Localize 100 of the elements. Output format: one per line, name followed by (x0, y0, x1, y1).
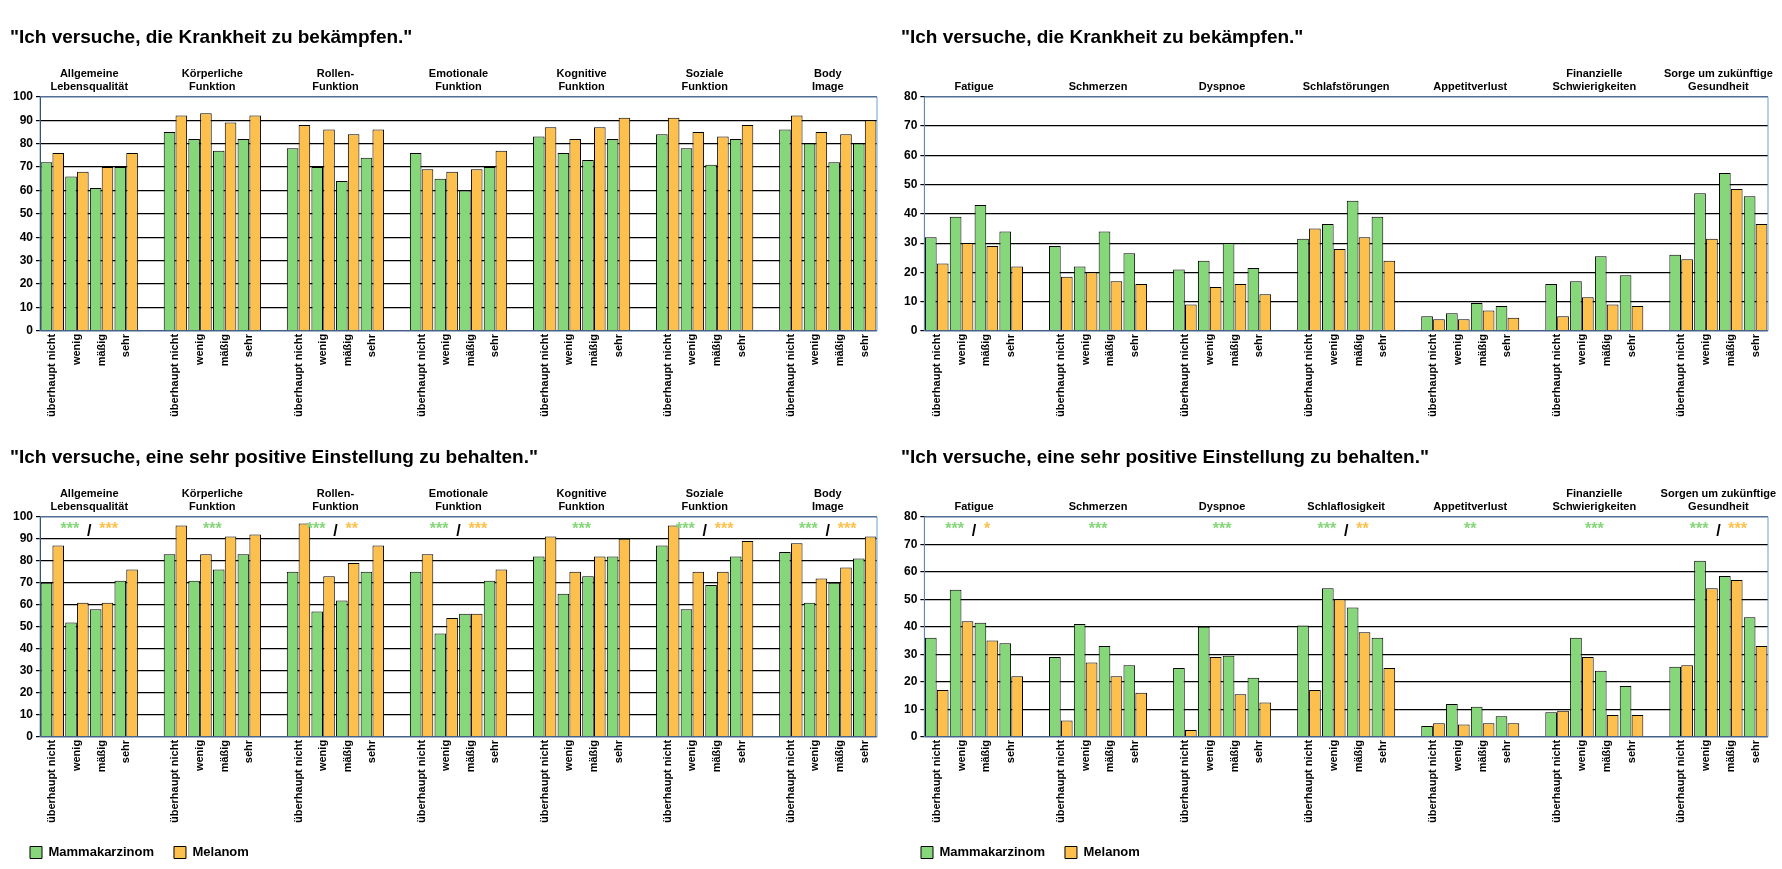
text: Schlafstörungen (1302, 80, 1390, 93)
x-tick-label: mäßig (94, 333, 107, 367)
text: Sorgen um zukünftige Gesundheit (1660, 487, 1777, 513)
x-tick-label: überhaupt nicht (929, 739, 942, 823)
y-tick-label: 30 (903, 235, 918, 250)
x-tick-label: wenig (316, 739, 329, 773)
y-tick-label: 40 (19, 641, 34, 656)
x-tick-label: mäßig (1351, 333, 1364, 367)
x-tick-label: sehr (1004, 739, 1017, 764)
text: *** / *** (1689, 520, 1748, 540)
y-tick-label: 10 (19, 299, 34, 314)
x-tick-label: wenig (1450, 333, 1463, 367)
x-tick-label: wenig (69, 739, 82, 773)
text: Schlaflosigkeit (1307, 500, 1386, 513)
y-tick-label: 0 (910, 323, 918, 338)
y-tick-label: 50 (19, 619, 34, 634)
x-tick-label: überhaupt nicht (168, 739, 181, 823)
text: Rollen- Funktion (312, 67, 359, 93)
x-tick-label: mäßig (1723, 739, 1736, 773)
y-tick-label: 70 (19, 575, 34, 590)
chart-title: "Ich versuche, die Krankheit zu bekämpfen." (901, 25, 1304, 47)
x-tick-label: mäßig (710, 739, 723, 773)
x-tick-label: überhaupt nicht (1674, 333, 1687, 417)
x-tick-label: wenig (954, 739, 967, 773)
x-tick-label: sehr (488, 739, 501, 764)
text: Fatigue (954, 80, 994, 93)
x-tick-label: überhaupt nicht (1550, 333, 1563, 417)
x-tick-label: wenig (1699, 333, 1711, 367)
text: Kognitive Funktion (556, 487, 607, 513)
annotation: *** (1088, 520, 1109, 538)
x-tick-label: sehr (242, 739, 255, 764)
x-tick-label: mäßig (1351, 739, 1364, 773)
y-tick-label: 60 (903, 147, 918, 162)
x-tick-label: sehr (1004, 333, 1017, 358)
x-tick-label: sehr (242, 333, 255, 358)
legend-label: Mammakarzinom (939, 844, 1045, 860)
x-tick-label: sehr (119, 333, 132, 358)
x-tick-label: mäßig (1599, 333, 1612, 367)
x-tick-label: mäßig (217, 739, 230, 773)
x-tick-label: wenig (193, 333, 206, 367)
y-tick-label: 100 (12, 509, 34, 524)
x-tick-label: überhaupt nicht (1426, 333, 1439, 417)
y-tick-label: 40 (903, 206, 918, 221)
text: Körperliche Funktion (181, 67, 243, 93)
x-tick-label: wenig (1078, 739, 1091, 773)
text: Body Image (811, 487, 844, 513)
y-tick-label: 70 (19, 159, 34, 174)
x-tick-label: sehr (1376, 333, 1389, 358)
y-tick-label: 0 (26, 729, 34, 744)
x-tick-label: wenig (685, 739, 698, 773)
x-tick-label: sehr (611, 333, 624, 358)
x-tick-label: sehr (611, 739, 624, 764)
x-tick-label: überhaupt nicht (783, 333, 796, 417)
annotation: *** / ** (1317, 520, 1370, 540)
x-tick-label: mäßig (710, 333, 723, 367)
annotation: *** (99, 520, 119, 538)
x-tick-label: sehr (1624, 333, 1637, 358)
text: *** / *** (675, 520, 734, 540)
text: *** (572, 520, 591, 538)
x-tick-label: wenig (954, 333, 967, 367)
x-tick-label: überhaupt nicht (45, 333, 58, 417)
x-tick-label: sehr (1128, 739, 1141, 764)
x-tick-label: mäßig (1103, 333, 1116, 367)
y-tick-label: 80 (19, 135, 34, 150)
x-tick-label: überhaupt nicht (1177, 333, 1190, 417)
x-tick-label: sehr (857, 333, 870, 358)
x-tick-label: überhaupt nicht (537, 333, 550, 417)
x-tick-label: überhaupt nicht (291, 739, 304, 823)
text: Allgemeine Lebensqualität (50, 67, 129, 93)
chart-title: "Ich versuche, die Krankheit zu bekämpfen." (10, 25, 413, 47)
text: *** / *** (429, 520, 488, 540)
x-tick-label: mäßig (586, 333, 599, 367)
text: *** / *** (799, 520, 857, 540)
y-tick-label: 60 (19, 182, 34, 197)
x-tick-label: sehr (1748, 333, 1761, 358)
text: Körperliche Funktion (181, 487, 243, 513)
x-tick-label: wenig (1574, 333, 1587, 367)
y-tick-label: 40 (19, 229, 34, 244)
y-tick-label: 20 (19, 276, 34, 291)
x-tick-label: sehr (734, 333, 747, 358)
x-tick-label: sehr (1128, 333, 1141, 358)
text: Appetitverlust (1433, 500, 1508, 513)
text: Schmerzen (1068, 80, 1128, 93)
y-tick-label: 90 (19, 112, 34, 127)
text: Emotionale Funktion (428, 487, 489, 513)
y-tick-label: 90 (19, 531, 34, 546)
y-tick-label: 80 (903, 89, 918, 104)
y-tick-label: 10 (903, 293, 918, 308)
y-tick-label: 40 (903, 619, 918, 634)
x-tick-label: mäßig (1599, 739, 1612, 773)
x-tick-label: überhaupt nicht (660, 739, 673, 823)
x-tick-label: wenig (1202, 333, 1215, 367)
text: Finanzielle Schwierigkeiten (1552, 67, 1637, 93)
x-tick-label: sehr (1252, 333, 1265, 358)
y-tick-label: 50 (903, 176, 918, 191)
x-tick-label: sehr (734, 739, 747, 764)
x-tick-label: sehr (1376, 739, 1389, 764)
y-tick-label: 60 (19, 597, 34, 612)
x-tick-label: wenig (808, 739, 821, 773)
x-tick-label: sehr (365, 333, 378, 358)
